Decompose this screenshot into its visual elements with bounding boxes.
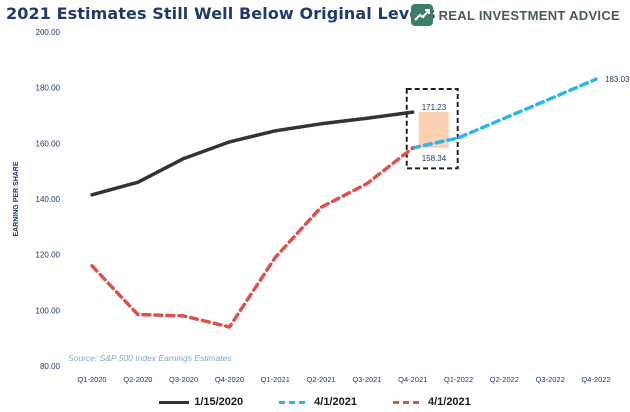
data-label: 183.03 [605,75,630,84]
data-point [319,122,323,126]
legend-item: 4/1/2021 [392,396,471,408]
data-point [365,182,369,185]
data-point [136,181,140,184]
data-point [182,157,185,160]
x-tick-label: Q1-2021 [261,375,290,384]
data-point [594,78,598,81]
data-point [182,314,185,318]
legend-swatch [279,400,310,404]
legend-item: 1/15/2020 [159,396,243,408]
brand: REAL INVESTMENT ADVICE [410,4,620,26]
data-label: 171.23 [422,103,447,112]
x-tick-label: Q2-2020 [123,375,152,384]
legend-swatch [159,400,190,404]
data-point [548,97,552,101]
x-tick-label: Q3-2020 [169,375,198,384]
data-point [228,140,231,144]
data-label: 158.34 [422,154,447,163]
x-tick-label: Q4-2022 [581,375,610,384]
x-tick-label: Q3-2022 [536,375,565,384]
legend-swatch [392,400,423,404]
legend-label: 4/1/2021 [427,396,471,408]
legend-label: 4/1/2021 [314,396,357,408]
x-tick-label: Q1-2022 [444,375,473,384]
data-point [411,110,414,114]
y-tick-label: 180.00 [36,84,61,93]
x-tick-label: Q2-2022 [490,375,519,384]
y-tick-label: 80.00 [40,362,61,371]
data-point [228,325,231,329]
y-tick-label: 200.00 [36,28,61,37]
data-point [90,264,94,267]
brand-name: REAL INVESTMENT ADVICE [438,7,620,23]
x-tick-label: Q3-2021 [352,375,381,384]
data-point [319,206,323,209]
data-point [136,313,140,316]
rising-chart-icon [410,4,433,26]
y-tick-label: 120.00 [36,251,61,260]
x-tick-label: Q1-2020 [77,375,106,384]
y-tick-label: 140.00 [36,195,61,204]
highlight-box [405,88,459,170]
series-line-1 [90,110,415,197]
source-note: Source: S&P 500 Index Earnings Estimates [68,353,232,363]
gap-highlight [418,112,449,148]
chart-legend: 1/15/2020 4/1/2021 4/1/2021 [0,396,630,408]
data-point [411,146,414,150]
series-line-3 [90,146,415,329]
eps-line-chart: 80.00 100.00 120.00 140.00 160.00 180.00 200.0… [13,28,630,384]
data-point [274,256,277,259]
chart-title: 2021 Estimates Still Well Below Original… [6,4,436,23]
data-point [503,117,506,120]
data-point [274,129,277,133]
data-point [90,193,94,197]
data-point [365,117,369,120]
x-tick-label: Q2-2021 [306,375,335,384]
legend-item: 4/1/2021 [279,396,357,408]
y-tick-label: 100.00 [36,306,61,315]
y-tick-label: 160.00 [36,139,61,148]
data-point [457,136,460,139]
x-tick-label: Q4-2020 [215,375,244,384]
y-axis-label: EARNING PER SHARE [13,161,20,236]
legend-label: 1/15/2020 [194,396,244,408]
x-tick-label: Q4-2021 [398,375,427,384]
